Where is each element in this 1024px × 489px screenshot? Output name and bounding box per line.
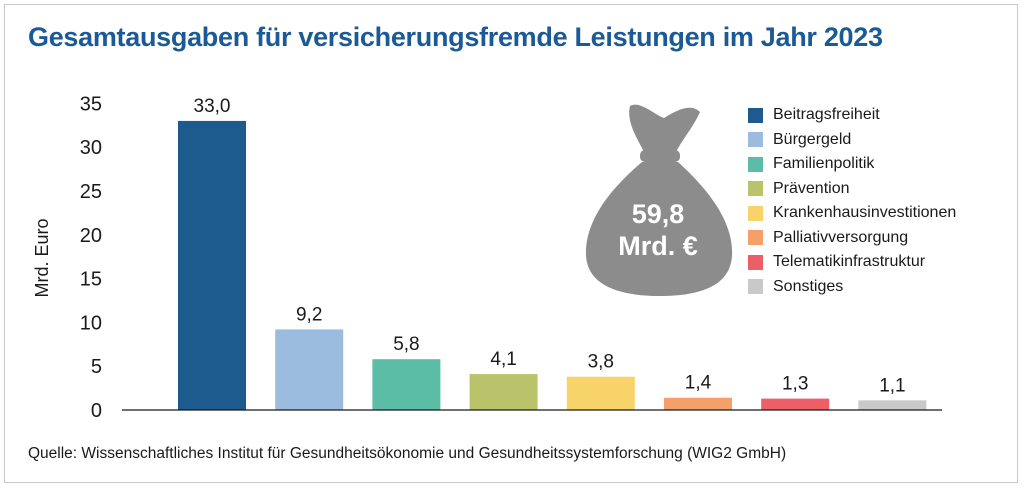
legend-swatch — [748, 230, 763, 246]
legend-swatch — [748, 181, 763, 197]
chart-title: Gesamtausgaben für versicherungsfremde L… — [28, 22, 883, 52]
bar-2 — [372, 359, 441, 410]
legend-label: Telematikinfrastruktur — [773, 253, 926, 271]
bar-3 — [469, 374, 538, 410]
source-note: Quelle: Wissenschaftliches Institut für … — [28, 445, 787, 462]
legend-swatch — [748, 279, 763, 295]
y-tick-label: 10 — [80, 312, 102, 334]
bar-value-label: 3,8 — [588, 352, 614, 373]
legend-item: Sonstiges — [748, 275, 956, 300]
bar-value-label: 1,1 — [879, 375, 905, 396]
bars: 33,0 9,2 5,8 4,1 3,8 1,4 1,3 1,1 — [178, 96, 927, 411]
legend-swatch — [748, 107, 763, 123]
bar-value-label: 4,1 — [490, 349, 516, 370]
bar-5 — [664, 397, 732, 410]
y-tick-label: 15 — [80, 269, 102, 291]
money-bag-icon — [585, 104, 733, 296]
y-tick-label: 30 — [80, 137, 102, 159]
bar-4 — [566, 376, 635, 410]
bag-value: 59,8 — [631, 199, 685, 229]
legend-swatch — [748, 156, 763, 172]
legend-swatch — [748, 132, 763, 148]
bar-value-label: 1,4 — [685, 373, 712, 394]
legend-item: Bürgergeld — [748, 128, 956, 153]
legend-label: Sonstiges — [773, 277, 844, 295]
legend-label: Palliativversorgung — [773, 228, 909, 246]
legend-label: Beitragsfreiheit — [773, 106, 880, 124]
y-tick-label: 5 — [91, 356, 102, 378]
y-tick-label: 0 — [91, 400, 102, 422]
y-tick-label: 35 — [80, 93, 102, 115]
legend-item: Beitragsfreiheit — [748, 103, 956, 128]
chart-frame — [4, 4, 1018, 483]
legend-item: Telematikinfrastruktur — [748, 250, 956, 275]
legend-swatch — [748, 205, 763, 221]
y-axis-label: Mrd. Euro — [32, 218, 52, 297]
bar-1 — [275, 329, 344, 410]
legend-item: Palliativversorgung — [748, 226, 956, 251]
legend-item: Prävention — [748, 177, 956, 202]
bar-value-label: 33,0 — [194, 96, 231, 117]
y-tick-label: 20 — [80, 225, 102, 247]
bar-value-label: 5,8 — [393, 334, 419, 355]
legend-label: Bürgergeld — [773, 130, 852, 148]
bar-7 — [858, 400, 927, 410]
legend-label: Prävention — [773, 179, 850, 197]
legend-item: Familienpolitik — [748, 152, 956, 177]
legend: Beitragsfreiheit Bürgergeld Familienpoliti… — [748, 103, 956, 299]
bar-6 — [761, 398, 830, 410]
y-axis: 0 5 10 15 20 25 30 35 — [80, 93, 102, 422]
legend-label: Familienpolitik — [773, 155, 875, 173]
y-tick-label: 25 — [80, 181, 102, 203]
legend-swatch — [748, 254, 763, 270]
legend-label: Krankenhausinvestitionen — [773, 204, 957, 222]
bar-0 — [178, 120, 246, 411]
bag-unit: Mrd. € — [618, 231, 698, 261]
bar-value-label: 1,3 — [782, 374, 808, 395]
legend-item: Krankenhausinvestitionen — [748, 201, 956, 226]
bar-value-label: 9,2 — [296, 304, 322, 325]
